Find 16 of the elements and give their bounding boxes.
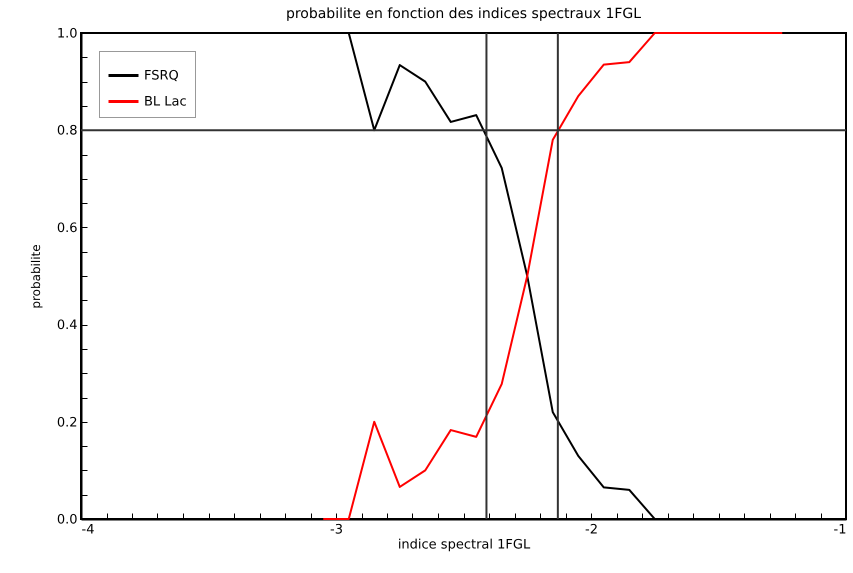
y-axis-title: probabilite	[28, 244, 43, 309]
x-tick-label: -2	[585, 522, 598, 538]
y-tick-label: 0.6	[56, 220, 78, 236]
y-tick-label: 0.2	[56, 415, 78, 430]
x-tick-label: -4	[82, 522, 94, 538]
chart-title: probabilite en fonction des indices spectraux 1FGL	[286, 6, 642, 22]
x-axis-title: indice spectral 1FGL	[398, 538, 531, 552]
x-tick-label: -1	[834, 522, 846, 538]
line-series	[322, 32, 784, 520]
legend-label: FSRQ	[144, 68, 179, 84]
legend-label: BL Lac	[144, 94, 187, 110]
y-tick-label: 0.8	[56, 124, 78, 139]
y-tick-label: 0.4	[56, 318, 78, 334]
y-tick-label: 1.0	[56, 26, 78, 42]
x-tick-label: -3	[330, 522, 343, 538]
y-tick-label: 0.0	[56, 512, 78, 528]
